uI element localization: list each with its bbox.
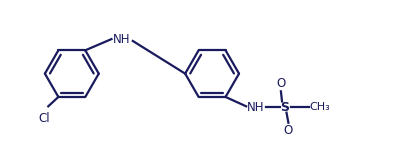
Text: NH: NH — [247, 101, 264, 114]
Text: CH₃: CH₃ — [310, 102, 330, 112]
Text: NH: NH — [113, 33, 131, 46]
Text: O: O — [284, 124, 293, 138]
Text: S: S — [280, 101, 289, 114]
Text: Cl: Cl — [39, 112, 50, 125]
Text: O: O — [276, 77, 285, 90]
